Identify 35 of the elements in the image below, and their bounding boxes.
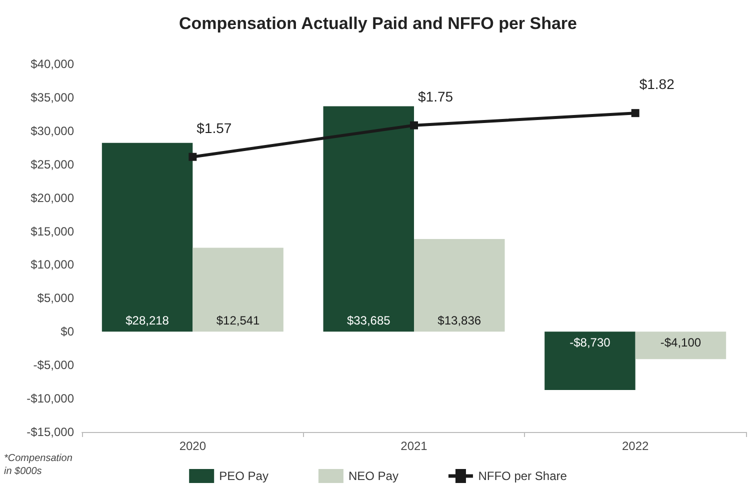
y-tick-label: $0 xyxy=(60,324,74,339)
bar xyxy=(102,142,193,332)
bar xyxy=(192,248,284,332)
data-label: $1.75 xyxy=(418,88,454,104)
y-tick-label: $15,000 xyxy=(30,224,74,238)
data-label: $1.82 xyxy=(639,76,675,92)
y-tick-label: -$10,000 xyxy=(26,392,74,406)
legend-label: NEO Pay xyxy=(348,469,398,483)
bar xyxy=(544,332,636,390)
data-label: $12,541 xyxy=(216,314,260,328)
data-label: $1.57 xyxy=(196,120,232,136)
text: *Compensation in $000s xyxy=(4,452,74,478)
y-tick-label: -$15,000 xyxy=(26,425,74,439)
y-tick-label: $30,000 xyxy=(30,124,74,138)
y-tick-label: $10,000 xyxy=(30,258,74,272)
bar xyxy=(414,239,505,332)
y-tick-label: $5,000 xyxy=(37,291,74,306)
x-tick-label: 2020 xyxy=(179,439,206,453)
y-tick-label: $25,000 xyxy=(30,157,74,172)
chart-title: Compensation Actually Paid and NFFO per Share xyxy=(179,14,577,33)
x-tick-label: 2021 xyxy=(400,439,428,453)
y-tick-label: -$5,000 xyxy=(33,358,74,372)
bar xyxy=(635,332,726,360)
data-label: $33,685 xyxy=(346,314,391,328)
data-label: -$4,100 xyxy=(660,336,702,350)
y-tick-label: $40,000 xyxy=(30,57,74,71)
data-label: -$8,730 xyxy=(570,336,611,350)
legend-label: NFFO per Share xyxy=(478,469,568,483)
legend-label: PEO Pay xyxy=(219,469,268,483)
y-tick-label: $20,000 xyxy=(30,190,74,205)
data-label: $28,218 xyxy=(126,314,170,328)
x-tick-label: 2022 xyxy=(622,439,650,453)
bar xyxy=(323,106,414,332)
y-tick-label: $35,000 xyxy=(30,90,74,104)
data-label: $13,836 xyxy=(438,314,482,328)
